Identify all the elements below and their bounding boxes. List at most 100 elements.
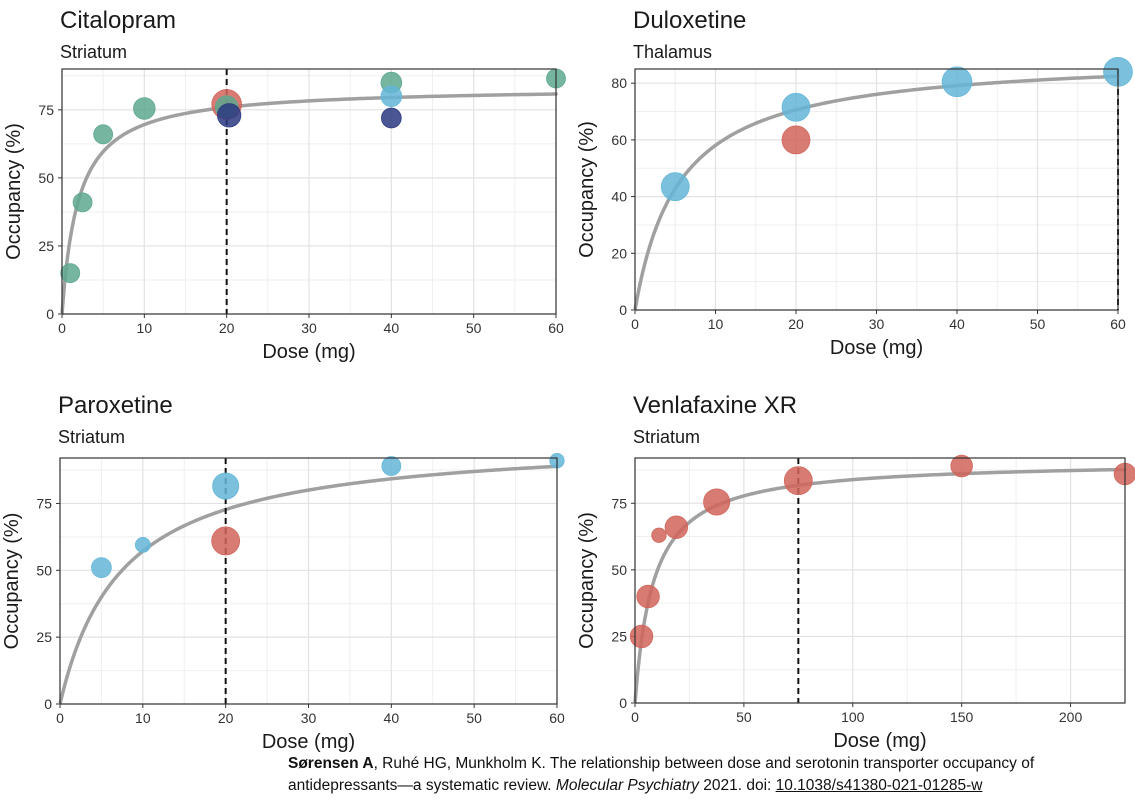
data-point [60, 263, 81, 284]
y-tick-label: 75 [611, 495, 627, 511]
chart-subtitle: Thalamus [633, 42, 712, 62]
x-tick-label: 50 [466, 320, 482, 336]
y-tick-label: 60 [611, 132, 627, 148]
chart-svg: Citalopram Striatum 0 10 20 30 40 50 60 0 25 50 75 Do… [3, 7, 566, 363]
plot-border [634, 68, 1119, 311]
y-tick-label: 0 [619, 695, 627, 711]
chart-panel-duloxetine: Duloxetine Thalamus 0 10 20 30 40 50 60 0 20 40 60 80… [570, 0, 1135, 380]
x-tick-label: 0 [56, 710, 64, 726]
x-tick-label: 10 [137, 320, 153, 336]
x-tick-label: 40 [949, 316, 965, 332]
data-point [660, 172, 690, 202]
y-tick-label: 75 [38, 102, 54, 118]
x-tick-label: 0 [631, 316, 639, 332]
data-point [381, 456, 402, 476]
x-tick-label: 60 [549, 710, 565, 726]
data-points [629, 454, 1135, 649]
chart-subtitle: Striatum [60, 42, 127, 62]
chart-svg: Paroxetine Striatum 0 10 20 30 40 50 60 0 25 50 75 Do… [1, 392, 565, 753]
x-tick-label: 50 [736, 709, 752, 725]
x-axis-label: Dose (mg) [262, 341, 355, 363]
data-point [212, 472, 240, 500]
y-tick-label: 0 [44, 696, 52, 712]
data-point [783, 466, 813, 496]
x-tick-label: 100 [841, 709, 865, 725]
x-tick-label: 150 [950, 709, 974, 725]
x-tick-label: 10 [708, 316, 724, 332]
y-axis-label: Occupancy (%) [576, 512, 598, 649]
data-point [941, 66, 973, 98]
data-point [629, 624, 654, 649]
y-axis-label: Occupancy (%) [3, 123, 25, 260]
citation-authors-bold: Sørensen A [288, 755, 374, 772]
data-point [664, 515, 689, 539]
data-point [211, 526, 241, 556]
data-point [380, 85, 403, 108]
x-tick-label: 30 [301, 320, 317, 336]
y-tick-label: 0 [46, 306, 54, 322]
data-point [72, 192, 93, 213]
chart-panel-venlafaxine: Venlafaxine XR Striatum 0 50 100 150 200 0 25 50 7… [570, 385, 1135, 760]
fit-curve [633, 74, 1120, 312]
x-tick-label: 30 [869, 316, 885, 332]
y-tick-label: 50 [611, 562, 627, 578]
x-tick-label: 0 [631, 709, 639, 725]
x-tick-label: 60 [1110, 316, 1126, 332]
y-tick-label: 40 [611, 189, 627, 205]
x-tick-label: 50 [1030, 316, 1046, 332]
data-point [93, 124, 114, 145]
data-point [703, 488, 731, 516]
plot-border [59, 457, 558, 705]
x-tick-label: 20 [219, 320, 235, 336]
chart-svg: Venlafaxine XR Striatum 0 50 100 150 200 0 25 50 7… [576, 392, 1135, 752]
plot-border [634, 457, 1126, 704]
x-tick-label: 50 [466, 710, 482, 726]
x-tick-label: 60 [548, 320, 564, 336]
data-point [91, 557, 112, 578]
data-point [651, 527, 667, 543]
citation-doi-link[interactable]: 10.1038/s41380-021-01285-w [775, 777, 983, 794]
x-axis-label: Dose (mg) [830, 337, 923, 359]
y-tick-label: 75 [36, 495, 52, 511]
data-point [133, 97, 156, 120]
chart-title: Paroxetine [58, 392, 173, 419]
data-point [380, 107, 402, 129]
y-tick-label: 25 [38, 238, 54, 254]
data-point [781, 92, 811, 122]
x-tick-label: 0 [58, 320, 66, 336]
citation-year: 2021. doi: [698, 777, 776, 794]
chart-title: Venlafaxine XR [633, 392, 797, 419]
x-tick-label: 20 [788, 316, 804, 332]
y-tick-label: 50 [36, 562, 52, 578]
data-point [216, 103, 242, 128]
chart-title: Citalopram [60, 7, 176, 34]
data-point [781, 125, 811, 155]
data-point [134, 537, 151, 553]
data-points [91, 453, 565, 578]
x-axis-label: Dose (mg) [833, 730, 926, 752]
y-tick-label: 50 [38, 170, 54, 186]
chart-panel-paroxetine: Paroxetine Striatum 0 10 20 30 40 50 60 0 25 50 75 Do… [0, 385, 570, 760]
plot-border [61, 68, 557, 315]
y-tick-label: 0 [619, 302, 627, 318]
y-tick-label: 25 [36, 629, 52, 645]
x-axis-label: Dose (mg) [262, 731, 355, 753]
y-axis-label: Occupancy (%) [1, 513, 23, 650]
x-tick-label: 40 [384, 320, 400, 336]
x-tick-label: 40 [384, 710, 400, 726]
y-axis-label: Occupancy (%) [576, 121, 598, 258]
x-tick-label: 20 [218, 710, 234, 726]
fit-curve [60, 92, 558, 316]
y-tick-label: 20 [611, 245, 627, 261]
citation-journal: Molecular Psychiatry [555, 777, 699, 794]
citation-authors-rest: , Ruhé HG, Munkholm K. The relationship … [288, 755, 1035, 794]
chart-title: Duloxetine [633, 7, 746, 34]
chart-panel-citalopram: Citalopram Striatum 0 10 20 30 40 50 60 0 25 50 75 Do… [0, 0, 570, 380]
x-tick-label: 200 [1059, 709, 1083, 725]
chart-svg: Duloxetine Thalamus 0 10 20 30 40 50 60 0 20 40 60 80… [576, 7, 1133, 359]
x-tick-label: 10 [135, 710, 151, 726]
citation: Sørensen A, Ruhé HG, Munkholm K. The rel… [288, 753, 1128, 797]
chart-subtitle: Striatum [633, 427, 700, 447]
data-point [636, 584, 660, 609]
x-tick-label: 30 [301, 710, 317, 726]
